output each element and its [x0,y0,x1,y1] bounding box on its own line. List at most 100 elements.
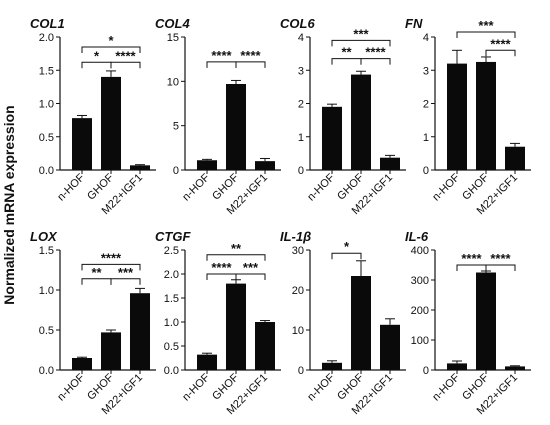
significance-label: ** [341,45,352,60]
bar [255,322,275,370]
y-tick-label: 2 [298,99,304,111]
x-tick-label: n-HOF [305,371,337,403]
x-tick-label: n-HOF [55,171,87,203]
y-tick-label: 300 [411,275,429,287]
y-tick-label: 2.5 [164,245,179,257]
bar [380,157,400,170]
bar [72,118,92,170]
chart-panel-6: CTGF0.00.51.01.52.02.5n-HOFGHOFM22+IGF1*… [155,229,281,417]
y-tick-label: 10 [167,76,179,88]
y-tick-label: 1.5 [164,293,179,305]
significance-bracket [485,49,516,57]
y-tick-label: 400 [411,245,429,257]
bar [197,354,217,370]
bar [322,362,342,370]
x-tick-label: n-HOF [55,371,87,403]
significance-bracket [81,46,141,53]
bar [351,276,371,370]
bar [380,324,400,370]
significance-bracket [81,263,141,271]
y-tick-label: 100 [411,335,429,347]
y-tick-label: 0 [423,365,429,377]
y-tick-label: 2 [423,99,429,111]
y-tick-label: 1.5 [39,245,54,257]
bar [226,83,246,170]
y-tick-label: 10 [292,325,304,337]
significance-bracket [331,252,362,260]
y-tick-label: 0.5 [164,341,179,353]
bar [505,366,525,370]
bar [322,106,342,170]
y-tick-label: 200 [411,305,429,317]
significance-bracket [456,31,516,39]
significance-bracket [235,273,266,280]
panel-title: COL4 [155,16,190,31]
significance-label: ** [231,241,242,256]
significance-label: **** [490,251,511,266]
bar [197,160,217,170]
significance-label: **** [240,48,261,63]
x-tick-label: n-HOF [305,171,337,203]
y-tick-label: 0 [298,365,304,377]
significance-label: **** [101,250,122,265]
y-tick-label: 5 [173,121,179,133]
y-tick-label: 2.0 [39,32,54,44]
x-tick-label: n-HOF [180,371,212,403]
bar [101,332,121,370]
y-tick-label: 4 [423,32,429,44]
significance-label: *** [353,26,369,41]
bar [447,63,467,170]
y-tick-label: 3 [423,65,429,77]
significance-label: * [344,239,350,254]
y-axis-label: Normalized mRNA expression [1,105,17,304]
y-tick-label: 1 [423,132,429,144]
y-tick-label: 20 [292,285,304,297]
bar [130,293,150,370]
bar [255,161,275,170]
significance-label: **** [115,48,136,63]
bar [130,165,150,170]
y-tick-label: 1.5 [39,65,54,77]
y-tick-label: 0.0 [39,165,54,177]
y-tick-label: 1.0 [164,317,179,329]
y-tick-label: 0.5 [39,132,54,144]
significance-bracket [360,58,391,65]
y-tick-label: 15 [167,32,179,44]
bar [101,76,121,170]
y-tick-label: 1.0 [39,99,54,111]
bar [476,272,496,370]
bar [447,363,467,370]
panel-title: COL1 [30,16,65,31]
bar [505,146,525,170]
significance-label: *** [478,18,494,33]
y-tick-label: 0 [298,165,304,177]
bar [351,74,371,170]
significance-label: * [94,48,100,63]
panel-title: LOX [30,229,58,244]
y-tick-label: 3 [298,65,304,77]
significance-label: *** [243,260,259,275]
significance-label: **** [211,48,232,63]
bar [476,61,496,170]
significance-bracket [206,254,266,261]
significance-bracket [110,61,141,69]
significance-label: ** [91,265,102,280]
panel-title: COL6 [280,16,315,31]
significance-label: * [108,33,114,48]
y-tick-label: 4 [298,32,304,44]
x-tick-label: n-HOF [430,371,462,403]
panel-title: CTGF [155,229,191,244]
significance-bracket [235,61,266,68]
significance-bracket [110,278,141,285]
y-tick-label: 0.5 [39,325,54,337]
panel-title: FN [405,16,423,31]
significance-bracket [331,39,391,47]
